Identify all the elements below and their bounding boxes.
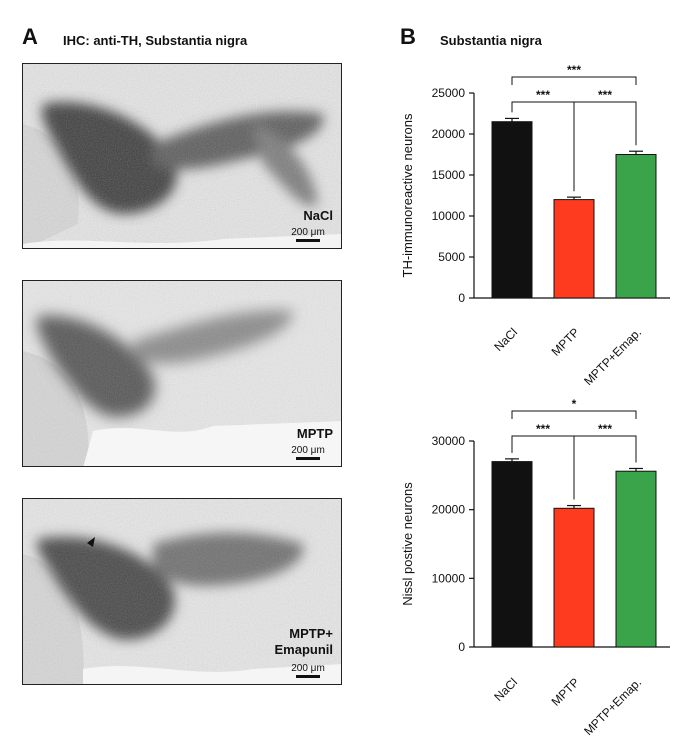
- chart-1-significance-label: ***: [598, 88, 612, 102]
- micrograph-mptp: MPTP 200 μm: [22, 280, 342, 467]
- chart-1-y-tick-label: 25000: [432, 86, 466, 100]
- chart-2-significance-label: ***: [536, 422, 550, 436]
- chart-1-y-tick-label: 20000: [432, 127, 466, 141]
- chart-2-significance-bracket: [573, 435, 637, 500]
- chart-1-bar-2: [615, 154, 657, 299]
- chart-2-significance-label: *: [572, 397, 577, 411]
- panel-b-title: Substantia nigra: [440, 33, 542, 48]
- panel-a-letter: A: [22, 24, 38, 49]
- chart-1-y-label: TH-immunoreactive neurons: [400, 113, 415, 278]
- micrograph-nacl: NaCl 200 μm: [22, 63, 342, 249]
- chart-2-significance-bracket: [511, 410, 637, 419]
- scale-bar-nacl-line: [296, 239, 320, 242]
- chart-1-significance-bracket: [511, 76, 637, 85]
- chart-2-y-tick-label: 10000: [432, 571, 466, 585]
- micrograph-mptp-emapunil-label-line1: MPTP+: [289, 626, 333, 641]
- chart-1-significance-bracket: [573, 101, 637, 192]
- chart-2-category-label: MPTP+Emap.: [581, 675, 644, 738]
- scale-bar-mptp-emapunil-text: 200 μm: [291, 663, 325, 674]
- chart-1-bar-1: [553, 199, 595, 299]
- chart-1-y-tick-label: 10000: [432, 209, 466, 223]
- chart-2-bar-2: [615, 470, 657, 648]
- micrograph-mptp-label: MPTP: [296, 426, 333, 441]
- chart-1-y-tick-label: 0: [458, 291, 465, 305]
- scale-bar-mptp-emapunil-line: [296, 675, 320, 678]
- chart-1-y-tick-label: 5000: [438, 250, 465, 264]
- chart-1-significance-label: ***: [567, 63, 581, 77]
- scale-bar-mptp-text: 200 μm: [291, 445, 325, 456]
- chart-1-significance-label: ***: [536, 88, 550, 102]
- chart-2-y-tick-label: 30000: [432, 434, 466, 448]
- chart-2-y-tick-label: 0: [458, 640, 465, 654]
- scale-bar-nacl-text: 200 μm: [291, 227, 325, 238]
- scale-bar-mptp: 200 μm: [285, 445, 331, 460]
- chart-2-bar-0: [491, 461, 533, 648]
- micrograph-mptp-image: [23, 281, 341, 466]
- scale-bar-mptp-emapunil: 200 μm: [285, 663, 331, 678]
- panel-b-letter: B: [400, 24, 416, 49]
- scale-bar-mptp-line: [296, 457, 320, 460]
- chart-2-y-tick-label: 20000: [432, 503, 466, 517]
- chart-2-category-label: MPTP: [549, 675, 582, 708]
- chart-1: 0 5000 10000 15000 20000 25000 TH-immunoreacti…: [400, 63, 670, 388]
- chart-2-significance-label: ***: [598, 422, 612, 436]
- micrograph-mptp-emapunil-image: [23, 499, 341, 684]
- scale-bar-nacl: 200 μm: [285, 227, 331, 242]
- chart-1-y-tick-label: 15000: [432, 168, 466, 182]
- micrograph-nacl-label: NaCl: [303, 208, 333, 223]
- micrograph-nacl-image: [23, 64, 341, 248]
- chart-2-y-label: Nissl postive neurons: [400, 482, 415, 606]
- panel-a-title: IHC: anti-TH, Substantia nigra: [63, 33, 248, 48]
- chart-1-category-label: MPTP: [549, 325, 582, 358]
- chart-1-category-label: MPTP+Emap.: [581, 325, 644, 388]
- micrograph-mptp-emapunil: MPTP+ Emapunil 200 μm: [22, 498, 342, 685]
- chart-2: 0 10000 20000 30000 Nissl postive neurons NaC…: [400, 397, 670, 738]
- chart-1-bar-0: [491, 121, 533, 299]
- chart-1-category-label: NaCl: [491, 325, 520, 354]
- micrograph-mptp-emapunil-label-line2: Emapunil: [274, 642, 333, 657]
- chart-2-bar-1: [553, 507, 595, 648]
- chart-2-category-label: NaCl: [491, 675, 520, 704]
